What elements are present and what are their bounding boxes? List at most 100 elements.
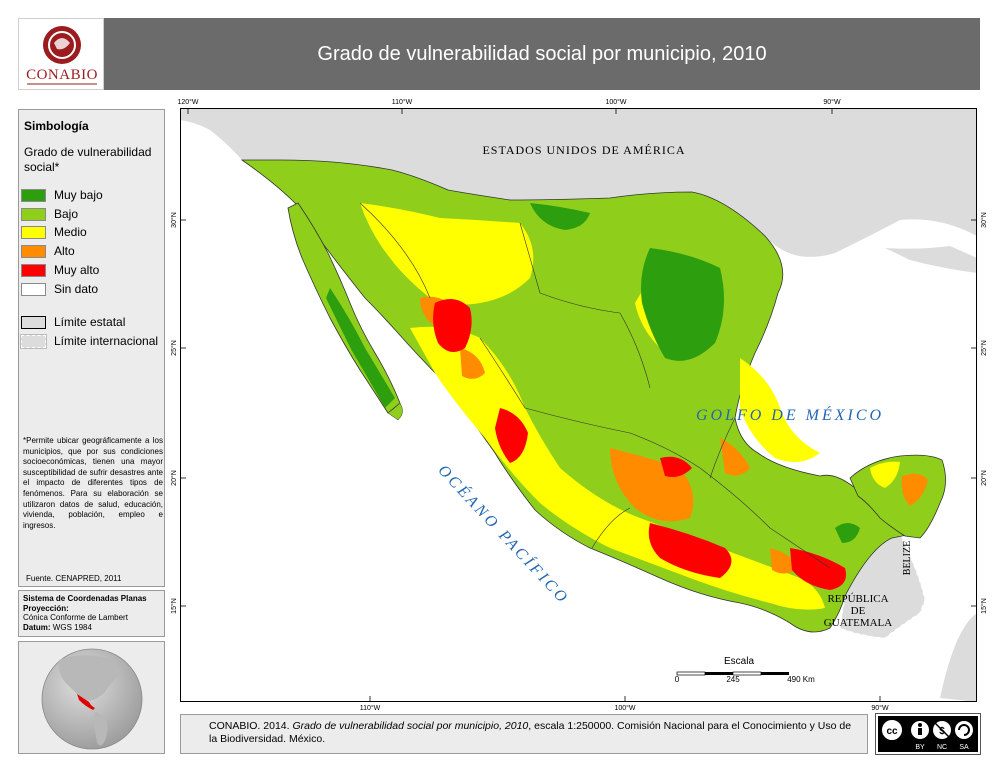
legend-item-limite-internacional: Límite internacional <box>20 333 159 349</box>
legend-item-sin-dato: Sin dato <box>21 282 98 296</box>
cc-term-nc: NC <box>937 744 947 751</box>
tick-left-30n: 30°N <box>170 212 178 228</box>
cc-license-icon: cc $ BY NC SA <box>880 718 973 751</box>
legend-item-label: Sin dato <box>54 282 99 296</box>
mexico-highlight <box>77 694 95 710</box>
legend-item-label: Límite estatal <box>54 315 126 329</box>
legend-item-muy-alto: Muy alto <box>21 263 99 277</box>
tick-left-15n: 15°N <box>170 598 178 614</box>
tick-bottom-110w: 110°W <box>360 704 381 712</box>
sierra-tarahumara-muy-alto <box>433 299 472 352</box>
map-frame: ESTADOS UNIDOS DE AMÉRICA GOLFO DE MÉXIC… <box>170 98 988 712</box>
legend-note: *Permite ubicar geográficamente a los mu… <box>23 436 163 530</box>
tick-top-100w: 100°W <box>605 98 626 106</box>
datum-label: Datum: <box>23 622 51 632</box>
datum-line: Datum: WGS 1984 <box>23 623 160 633</box>
tick-left-20n: 20°N <box>170 470 178 486</box>
legend-panel: Simbología Grado de vulnerabilidad socia… <box>18 109 165 587</box>
usa-label: ESTADOS UNIDOS DE AMÉRICA <box>482 143 685 157</box>
international-boundary-swatch <box>20 333 47 349</box>
coordinate-system-label: Sistema de Coordenadas Planas <box>23 594 147 603</box>
legend-swatch <box>21 225 46 239</box>
legend-item-alto: Alto <box>21 244 75 258</box>
page-title: Grado de vulnerabilidad social por munic… <box>317 42 767 65</box>
tick-left-25n: 25°N <box>170 340 178 356</box>
guatemala-label-2: DE <box>851 605 866 617</box>
legend-swatch <box>21 244 46 258</box>
coordinate-system-panel: Sistema de Coordenadas Planas Proyección… <box>18 590 165 637</box>
scale-tick-490: 490 Km <box>787 675 815 684</box>
campeche-muy-bajo <box>835 523 860 543</box>
tick-top-110w: 110°W <box>392 98 413 106</box>
legend-item-label: Alto <box>54 244 75 258</box>
puebla-alto <box>720 438 750 476</box>
tick-right-15n: 15°N <box>980 598 988 614</box>
legend-item-label: Medio <box>54 225 87 239</box>
projection-value: Cónica Conforme de Lambert <box>23 613 128 622</box>
legend-swatch <box>21 263 46 277</box>
yucatan-alto-zone <box>901 473 928 506</box>
sierra-alto-2 <box>460 348 485 379</box>
datum-value: WGS 1984 <box>52 622 92 632</box>
usa-territory <box>180 108 977 257</box>
tick-right-25n: 25°N <box>980 340 988 356</box>
cc-license-badge[interactable]: cc $ BY NC SA <box>875 713 981 755</box>
legend-swatch <box>21 282 46 296</box>
cc-term-sa: SA <box>959 744 969 751</box>
yucatan-medio-zone <box>870 461 900 488</box>
tick-top-90w: 90°W <box>823 98 841 106</box>
tick-bottom-90w: 90°W <box>871 704 889 712</box>
title-bar: Grado de vulnerabilidad social por munic… <box>104 18 980 90</box>
scale-tick-245: 245 <box>726 675 740 684</box>
state-boundary-swatch <box>21 315 46 329</box>
citation-panel: CONABIO. 2014. Grado de vulnerabilidad s… <box>180 714 868 754</box>
conabio-logo: CONABIO <box>18 18 104 90</box>
map-border <box>180 108 977 702</box>
sonora-chihuahua-medio <box>360 203 534 305</box>
conabio-emblem-icon <box>27 26 97 85</box>
legend-item-label: Muy alto <box>54 263 100 277</box>
svg-text:$: $ <box>939 726 945 737</box>
legend-item-muy-bajo: Muy bajo <box>21 188 103 202</box>
legend-title: Simbología <box>24 119 89 133</box>
guatemala-belize-territory <box>839 533 926 639</box>
hidalgo-muy-alto <box>660 456 692 477</box>
nuevo-leon-muy-bajo <box>641 248 724 361</box>
scale-title: Escala <box>724 656 754 667</box>
central-america-territory <box>940 613 977 702</box>
state-boundaries <box>359 202 831 569</box>
scale-tick-0: 0 <box>675 675 680 684</box>
locator-globe-panel <box>18 641 165 754</box>
tick-right-30n: 30°N <box>980 212 988 228</box>
guerrero-oaxaca-muy-alto <box>648 523 732 578</box>
legend-swatch <box>21 188 46 202</box>
guatemala-label-1: REPÚBLICA <box>827 593 888 605</box>
chiapas-muy-alto <box>790 548 846 590</box>
baja-tip <box>387 402 403 421</box>
legend-subtitle: Grado de vulnerabilidad social* <box>24 145 152 174</box>
legend-swatch <box>21 207 46 221</box>
gulf-label: GOLFO DE MÉXICO <box>696 405 884 424</box>
scale-bar <box>676 671 789 676</box>
cc-badge-text: cc <box>886 726 898 737</box>
nayarit-muy-alto <box>495 408 528 463</box>
legend-item-label: Límite internacional <box>54 334 159 348</box>
tick-bottom-100w: 100°W <box>614 704 635 712</box>
legend-item-label: Muy bajo <box>54 188 103 202</box>
legend-item-label: Bajo <box>54 207 79 221</box>
legend-item-bajo: Bajo <box>21 207 78 221</box>
legend-source: Fuente. CENAPRED, 2011 <box>26 574 122 583</box>
guatemala-label-3: GUATEMALA <box>824 617 892 629</box>
baja-muy-bajo-zone <box>326 288 395 408</box>
citation-title: Grado de vulnerabilidad social por munic… <box>292 720 529 732</box>
projection-label: Proyección: <box>23 603 69 613</box>
veracruz-medio <box>740 358 820 462</box>
graticule-ticks <box>180 108 977 702</box>
citation-suffix: , escala 1:250000. Comisión Nacional par… <box>209 720 852 745</box>
locator-globe <box>41 648 143 750</box>
gulf-coast-usa <box>885 246 977 273</box>
tick-top-120w: 120°W <box>177 98 198 106</box>
logo-text: CONABIO <box>26 67 98 83</box>
vulnerability-map: ESTADOS UNIDOS DE AMÉRICA GOLFO DE MÉXIC… <box>180 108 977 702</box>
central-medio-belt <box>410 326 825 610</box>
